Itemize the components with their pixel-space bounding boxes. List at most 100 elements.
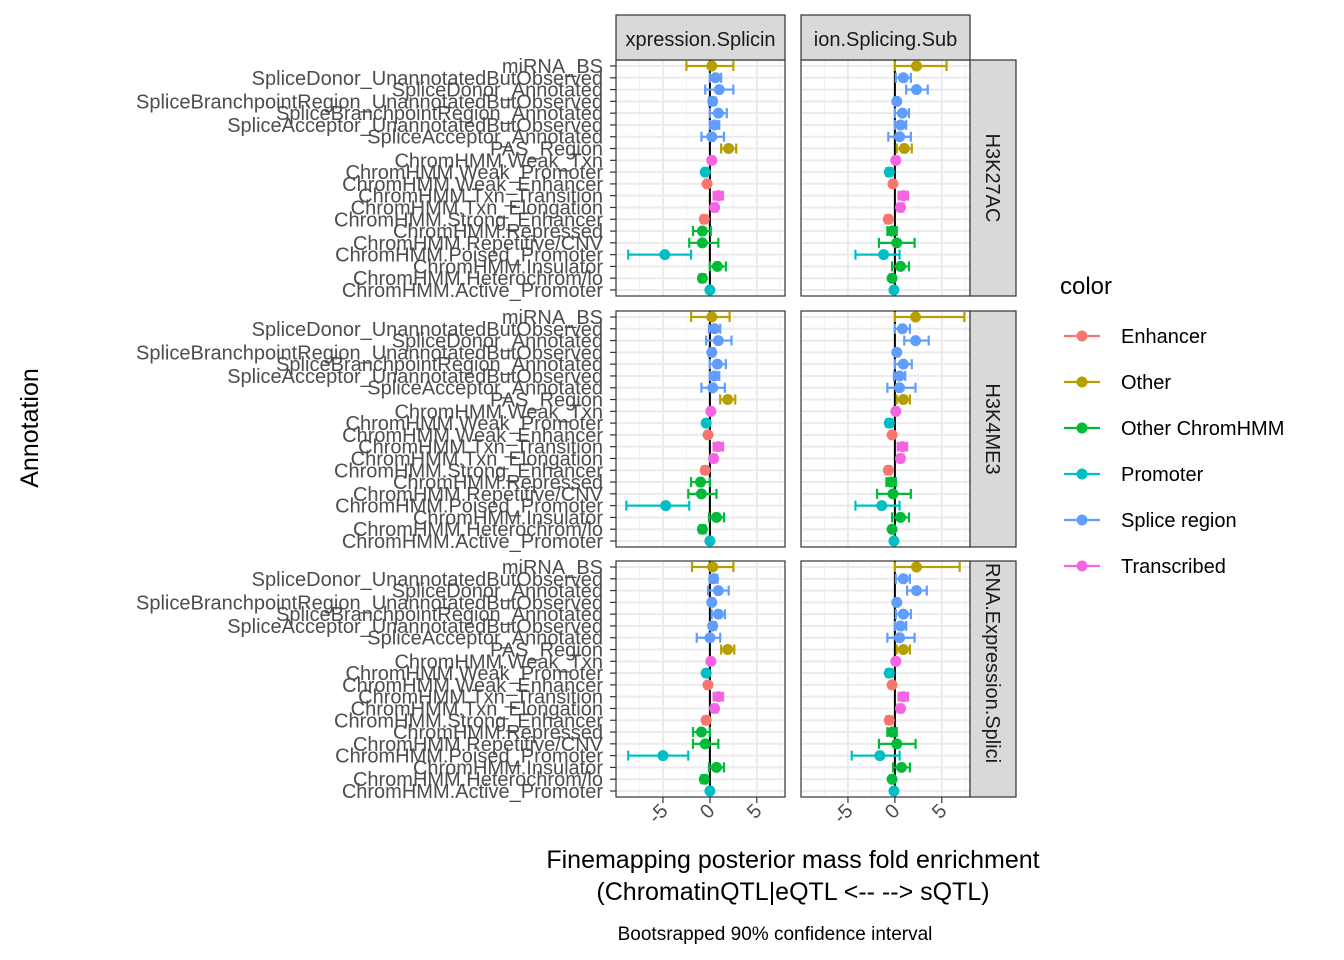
point-range [893,119,908,131]
data-point [874,750,886,762]
panel-r0-c1 [800,59,971,297]
point-range [690,561,735,573]
point-range [691,738,720,750]
data-point [895,201,907,213]
point-range [886,523,898,535]
legend-item: Transcribed [1064,556,1226,578]
data-point [897,573,909,585]
y-tick-label: ChromHMM.Heterochrom/lo [353,268,603,290]
data-point [895,119,907,131]
y-tick-label: SpliceAcceptor_UnannotatedButObserved [227,115,603,137]
data-point [695,476,706,488]
data-point [707,620,719,632]
point-range [700,714,712,726]
row-strip-1: H3K4ME3 [969,310,1017,548]
data-point [696,237,708,249]
point-range [890,655,902,667]
point-range [883,166,895,178]
data-point [698,213,710,225]
point-range [700,417,712,429]
point-range [875,488,912,500]
legend: color Enhancer Other Other ChromHMM Promote… [1060,273,1284,578]
point-range [894,72,912,84]
y-tick-label: ChromHMM.Repressed [393,472,603,494]
point-range [896,441,909,453]
y-tick-label: SpliceDonor_Annotated [392,80,603,102]
x-tick-label: 5 [928,800,951,823]
x-axis-title-line2: (ChromatinQTL|eQTL <-- --> sQTL) [596,878,989,906]
row-strip-0: H3K27AC [969,59,1017,297]
point-range [691,225,712,237]
y-tick-label: ChromHMM.Insulator [413,256,603,278]
point-range [706,585,730,597]
point-range [883,714,895,726]
y-tick-label: SpliceBranchpointRegion_UnannotatedButOb… [136,91,603,113]
point-range [712,190,725,202]
point-range [704,535,716,547]
point-range [625,500,691,512]
point-range [696,523,708,535]
data-point [706,131,718,143]
data-point [709,323,721,335]
data-point [706,596,718,608]
point-range [890,405,902,417]
data-point [712,335,724,347]
row-strip-label: RNA.Expression.Splici [981,563,1003,763]
data-point [711,260,723,272]
x-tick-label: 0 [881,800,904,823]
data-point [696,523,708,535]
point-range [886,632,916,644]
data-point [891,95,903,107]
data-point [886,225,898,237]
point-range [700,667,712,679]
point-range [905,585,928,597]
point-range [704,84,735,96]
data-point [706,60,718,72]
legend-label: Other ChromHMM [1121,418,1284,440]
data-point [722,394,734,406]
point-range [890,260,911,272]
row-strip-label: H3K4ME3 [981,383,1003,474]
point-range [685,60,735,72]
point-range [892,370,907,382]
point-range [706,154,718,166]
data-point [891,596,903,608]
legend-label: Transcribed [1121,556,1226,578]
data-point [705,405,717,417]
y-tick-label: ChromHMM.Heterochrom/lo [353,519,603,541]
data-point [713,84,725,96]
y-tick-label: ChromHMM.Strong_Enhancer [334,209,603,231]
y-tick-label: SpliceAcceptor_UnannotatedButObserved [227,616,603,638]
y-tick-label: ChromHMM.Heterochrom/lo [353,769,603,791]
data-point [888,535,900,547]
data-point [883,714,895,726]
row-strip-2: RNA.Expression.Splici [969,560,1017,798]
data-point [886,429,898,441]
point-range [887,178,899,190]
y-tick-label: ChromHMM.Strong_Enhancer [334,710,603,732]
y-tick-label: ChromHMM.Txn_Transition [358,687,603,709]
data-point [709,370,721,382]
point-range [708,573,720,585]
x-tick-labels: -5 0 5 -5 0 5 [644,797,951,828]
data-point [886,726,898,738]
y-tick-label: ChromHMM.Weak_Promoter [346,663,604,685]
point-range [877,237,916,249]
point-range [709,201,721,213]
data-point [710,511,722,523]
point-range [882,464,894,476]
data-point [712,441,724,453]
data-point [698,773,710,785]
data-point [706,154,718,166]
point-range [708,452,720,464]
data-point [886,773,898,785]
data-point [891,346,903,358]
data-point [710,72,722,84]
y-tick-label: SpliceBranchpointRegion_Annotated [276,103,603,125]
y-tick-label: SpliceAcceptor_Annotated [367,127,603,149]
point-range [700,131,726,143]
y-tick-label: ChromHMM.Poised_Promoter [335,245,603,267]
data-point [890,405,902,417]
data-point [888,284,900,296]
